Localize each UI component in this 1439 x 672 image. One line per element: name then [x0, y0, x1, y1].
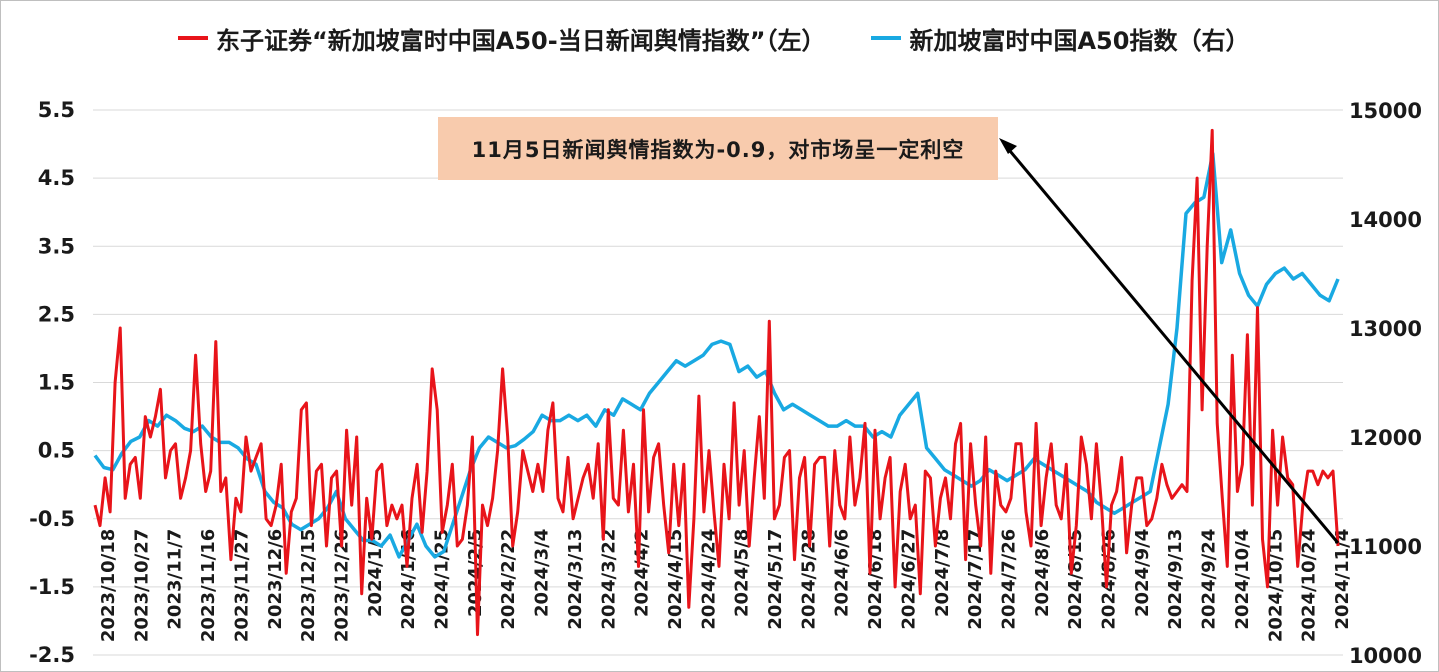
x-tick-label: 2024/7/17: [965, 529, 986, 630]
legend-item-sentiment: 东子证券“新加坡富时中国A50-当日新闻舆情指数”（左）: [178, 21, 825, 56]
x-tick-label: 2023/12/6: [265, 529, 286, 630]
series-line: [93, 128, 1340, 637]
grid-lines: [93, 109, 1343, 656]
x-tick-label: 2024/9/24: [1199, 529, 1220, 630]
x-tick-label: 2024/4/15: [665, 529, 686, 630]
legend-label-sentiment: 东子证券“新加坡富时中国A50-当日新闻舆情指数”（左）: [216, 26, 826, 55]
y-left-tick-label: 3.5: [38, 234, 75, 258]
right-y-axis: 15000 14000 13000 12000 11000 10000: [1349, 99, 1422, 668]
x-tick-label: 2024/10/24: [1299, 529, 1320, 642]
legend-swatch-sentiment: [178, 36, 208, 40]
x-tick-label: 2024/5/8: [732, 529, 753, 617]
x-tick-label: 2024/4/24: [698, 529, 719, 630]
legend-item-index: 新加坡富时中国A50指数（右）: [871, 21, 1249, 56]
x-tick-label: 2024/9/4: [1132, 529, 1153, 617]
y-left-tick-label: 4.5: [38, 166, 75, 190]
x-tick-label: 2024/3/13: [565, 529, 586, 630]
y-left-tick-label: 0.5: [38, 439, 75, 463]
x-axis: 2023/10/18 2023/10/27 2023/11/7 2023/11/16 2…: [98, 529, 1353, 642]
x-tick-label: 2024/7/8: [932, 529, 953, 617]
x-tick-label: 2024/8/6: [1032, 529, 1053, 617]
y-right-tick-label: 10000: [1349, 644, 1422, 668]
y-right-tick-label: 12000: [1349, 426, 1422, 450]
x-tick-label: 2024/3/22: [598, 529, 619, 630]
x-tick-label: 2024/10/15: [1265, 529, 1286, 642]
y-right-tick-label: 14000: [1349, 208, 1422, 232]
left-y-axis: 5.5 4.5 3.5 2.5 1.5 0.5 -0.5 -1.5 -2.5: [29, 98, 75, 667]
annotation-text: 11月5日新闻舆情指数为-0.9，对市场呈一定利空: [471, 137, 965, 162]
x-tick-label: 2023/10/27: [131, 529, 152, 642]
arrow-line: [1003, 144, 1340, 544]
x-tick-label: 2024/1/16: [398, 529, 419, 630]
x-tick-label: 2024/1/5: [365, 529, 386, 617]
x-tick-label: 2024/5/28: [798, 529, 819, 630]
x-tick-label: 2024/10/4: [1232, 529, 1253, 630]
x-tick-label: 2024/3/4: [532, 529, 553, 617]
x-tick-label: 2023/10/18: [98, 529, 119, 642]
series-sentiment: [93, 128, 1340, 637]
x-tick-label: 2023/11/7: [165, 529, 186, 630]
x-tick-label: 2024/5/17: [765, 529, 786, 630]
x-tick-label: 2023/11/27: [231, 529, 252, 642]
y-left-tick-label: -1.5: [29, 575, 75, 599]
arrow-head: [999, 138, 1017, 154]
y-right-tick-label: 15000: [1349, 99, 1422, 123]
x-tick-label: 2024/1/25: [432, 529, 453, 630]
x-tick-label: 2023/12/15: [298, 529, 319, 642]
y-left-tick-label: 2.5: [38, 302, 75, 326]
y-left-tick-label: 1.5: [38, 371, 75, 395]
x-tick-label: 2023/12/26: [331, 529, 352, 642]
x-tick-label: 2024/11/4: [1332, 529, 1353, 630]
y-right-tick-label: 11000: [1349, 535, 1422, 559]
annotation-arrow: [999, 138, 1340, 544]
x-tick-label: 2024/4/2: [632, 529, 653, 617]
x-tick-label: 2024/9/13: [1165, 529, 1186, 630]
x-tick-label: 2024/2/22: [498, 529, 519, 630]
y-left-tick-label: -2.5: [29, 643, 75, 667]
annotation-box: 11月5日新闻舆情指数为-0.9，对市场呈一定利空: [438, 117, 998, 180]
y-left-tick-label: 5.5: [38, 98, 75, 122]
x-tick-label: 2024/6/6: [832, 529, 853, 617]
legend-swatch-index: [871, 36, 902, 40]
legend: 东子证券“新加坡富时中国A50-当日新闻舆情指数”（左） 新加坡富时中国A50指…: [178, 18, 1295, 58]
x-tick-label: 2024/7/26: [998, 529, 1019, 630]
y-left-tick-label: -0.5: [29, 507, 75, 531]
x-tick-label: 2024/6/27: [898, 529, 919, 630]
x-tick-label: 2023/11/16: [198, 529, 219, 642]
legend-label-index: 新加坡富时中国A50指数（右）: [909, 26, 1250, 55]
y-right-tick-label: 13000: [1349, 317, 1422, 341]
